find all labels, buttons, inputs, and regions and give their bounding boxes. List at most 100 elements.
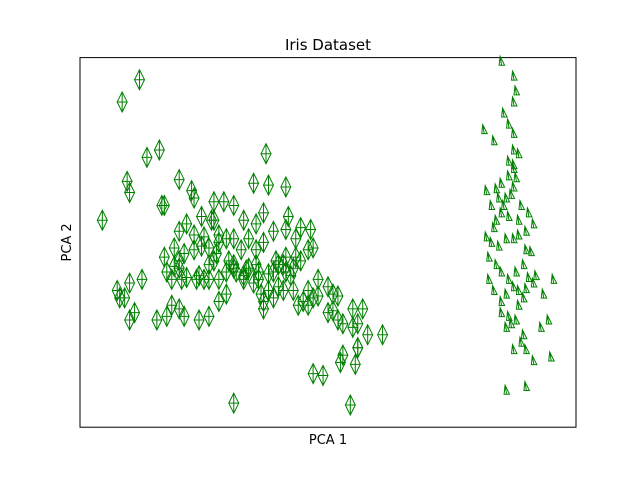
data-point-1-113 xyxy=(347,297,359,321)
data-point-1-119 xyxy=(349,353,361,376)
data-point-1-136 xyxy=(151,308,163,332)
data-point-1-6 xyxy=(96,209,108,232)
data-point-1-106 xyxy=(332,284,344,308)
data-point-2-25 xyxy=(530,217,538,229)
data-point-1-12 xyxy=(188,186,200,210)
data-point-2-14 xyxy=(503,191,511,203)
data-point-1-26 xyxy=(262,173,275,197)
data-point-1-138 xyxy=(124,308,136,332)
data-point-2-74 xyxy=(510,158,518,170)
data-point-1-23 xyxy=(243,227,255,250)
data-point-1-33 xyxy=(257,231,270,254)
data-point-2-67 xyxy=(491,283,498,295)
data-point-2-30 xyxy=(496,239,503,251)
data-point-1-84 xyxy=(181,266,193,289)
data-point-2-28 xyxy=(510,231,518,244)
data-point-2-47 xyxy=(505,309,513,321)
data-point-1-114 xyxy=(357,297,369,321)
data-point-2-42 xyxy=(523,281,531,294)
data-point-1-88 xyxy=(228,257,240,280)
data-point-1-25 xyxy=(257,201,270,224)
data-point-2-65 xyxy=(503,320,511,332)
data-point-1-143 xyxy=(136,268,148,291)
data-point-1-16 xyxy=(218,190,230,213)
data-point-1-7 xyxy=(124,181,136,204)
data-point-2-37 xyxy=(520,257,528,270)
data-point-1-112 xyxy=(352,312,364,335)
data-point-2-12 xyxy=(510,180,518,192)
data-point-1-135 xyxy=(161,305,173,328)
data-point-2-48 xyxy=(513,313,521,325)
data-point-1-126 xyxy=(312,284,324,308)
data-point-1-58 xyxy=(305,218,317,241)
data-point-2-19 xyxy=(488,198,496,210)
data-point-1-35 xyxy=(235,238,247,261)
data-point-2-64 xyxy=(510,342,518,355)
data-point-1-56 xyxy=(302,238,314,261)
data-point-2-39 xyxy=(528,244,536,257)
data-point-2-24 xyxy=(525,206,533,218)
data-point-1-27 xyxy=(248,172,260,195)
data-point-1-24 xyxy=(250,212,262,236)
data-point-1-89 xyxy=(238,264,250,287)
data-point-1-115 xyxy=(362,323,374,346)
marker-layer xyxy=(96,54,558,417)
plot-frame xyxy=(79,57,577,428)
data-point-2-31 xyxy=(488,235,496,247)
data-point-1-86 xyxy=(203,253,215,276)
x-axis-label: PCA 1 xyxy=(309,433,347,448)
data-point-1-28 xyxy=(260,142,272,165)
data-point-2-57 xyxy=(525,270,533,283)
data-point-1-4 xyxy=(141,146,153,169)
data-point-2-55 xyxy=(515,298,523,310)
data-point-2-70 xyxy=(483,230,491,242)
data-point-2-29 xyxy=(503,231,511,244)
data-point-1-43 xyxy=(173,220,185,243)
data-point-1-127 xyxy=(302,279,314,302)
data-point-1-118 xyxy=(334,351,346,374)
data-point-1-1 xyxy=(133,68,146,91)
data-point-2-7 xyxy=(510,126,518,138)
data-point-2-21 xyxy=(505,209,513,222)
data-point-2-68 xyxy=(486,272,494,284)
data-point-2-54 xyxy=(508,316,516,329)
data-point-1-57 xyxy=(307,236,319,260)
data-point-2-53 xyxy=(503,383,511,395)
data-point-2-22 xyxy=(515,213,523,225)
data-point-1-45 xyxy=(188,223,200,247)
data-point-2-60 xyxy=(550,272,558,284)
data-point-1-73 xyxy=(213,268,225,291)
data-point-1-2 xyxy=(116,90,128,114)
data-point-2-8 xyxy=(510,143,518,155)
data-point-2-61 xyxy=(545,313,553,325)
data-point-1-68 xyxy=(250,253,262,276)
data-point-1-130 xyxy=(203,305,215,328)
data-point-2-5 xyxy=(481,122,489,135)
data-point-2-15 xyxy=(501,198,508,210)
data-point-2-4 xyxy=(510,95,518,107)
data-point-2-1 xyxy=(498,54,506,66)
data-point-2-17 xyxy=(493,182,501,194)
data-point-2-71 xyxy=(493,213,501,225)
data-point-1-122 xyxy=(317,364,329,387)
data-point-1-22 xyxy=(238,209,250,232)
data-point-1-87 xyxy=(210,242,222,265)
data-point-2-52 xyxy=(523,379,531,392)
data-point-1-29 xyxy=(280,175,292,199)
data-point-1-125 xyxy=(344,393,356,417)
data-point-2-58 xyxy=(540,287,548,299)
data-point-2-69 xyxy=(491,220,498,233)
data-point-2-9 xyxy=(505,154,513,166)
data-point-1-17 xyxy=(228,194,240,217)
data-point-2-56 xyxy=(520,291,528,303)
data-point-2-26 xyxy=(523,224,531,236)
data-point-1-131 xyxy=(193,308,205,332)
data-point-2-77 xyxy=(501,106,508,118)
data-point-2-63 xyxy=(518,335,526,347)
data-point-1-83 xyxy=(173,249,185,272)
data-point-1-90 xyxy=(248,271,260,295)
data-point-1-110 xyxy=(337,312,349,335)
data-point-2-51 xyxy=(530,353,538,366)
data-point-2-59 xyxy=(548,350,556,362)
data-point-2-36 xyxy=(513,265,521,277)
